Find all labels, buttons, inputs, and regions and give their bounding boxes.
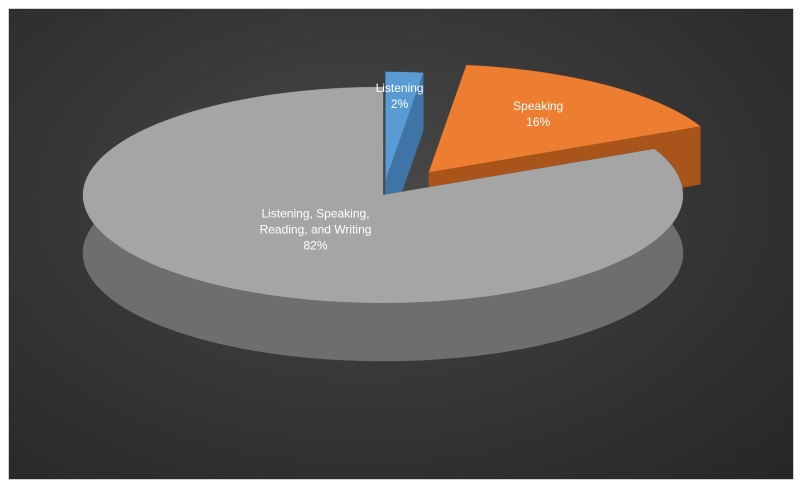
slice-listening-speaking-reading-and-writing[interactable] <box>82 87 683 303</box>
slice-label-listening-speaking-reading-and-writing: Listening, Speaking, Reading, and Writing… <box>260 206 372 252</box>
slice-speaking[interactable] <box>428 65 701 173</box>
slice-label-listening: Listening 2% <box>376 81 424 111</box>
chart-frame: Listening 2% Speaking 16% Listening, Speakin… <box>8 8 794 480</box>
slice-listening[interactable] <box>385 71 424 180</box>
pie-chart: Listening 2% Speaking 16% Listening, Speakin… <box>82 64 701 362</box>
pie-tops <box>82 65 701 303</box>
pie-labels: Listening 2% Speaking 16% Listening, Speakin… <box>260 81 564 252</box>
slice-label-speaking: Speaking 16% <box>513 99 563 129</box>
